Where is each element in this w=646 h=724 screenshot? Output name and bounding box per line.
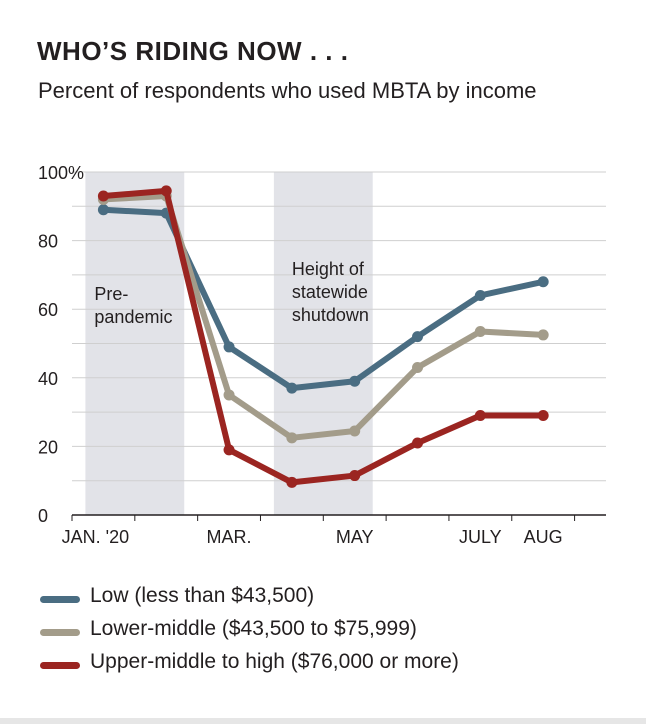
shaded-period-label: shutdown [292, 305, 369, 325]
data-point-s1-1 [97, 204, 109, 216]
shaded-period-label: pandemic [94, 307, 172, 327]
data-point-s1-7 [474, 289, 486, 301]
chart-subtitle: Percent of respondents who used MBTA by … [38, 78, 537, 103]
legend-label: Low (less than $43,500) [90, 584, 315, 607]
frame-bottom-border [0, 718, 646, 724]
data-point-s1-4 [286, 382, 298, 394]
x-tick-label: MAR. [207, 527, 252, 547]
shaded-period-label: Pre- [94, 284, 128, 304]
y-tick-label: 80 [38, 232, 58, 252]
legend-swatch [40, 629, 80, 636]
y-tick-label: 0 [38, 506, 48, 526]
series-line-3 [100, 187, 547, 486]
x-tick-label: MAY [336, 527, 374, 547]
x-tick-label: JAN. '20 [62, 527, 129, 547]
x-tick-label: JULY [459, 527, 502, 547]
line-chart: 100% 80 60 40 20 0 JAN. '20 MAR. MAY JULY AUG Pre-p… [38, 163, 606, 547]
data-point-s3-8 [537, 410, 549, 422]
legend-label: Upper-middle to high ($76,000 or more) [90, 650, 459, 673]
data-point-s3-5 [349, 470, 361, 482]
data-point-s1-8 [537, 276, 549, 288]
data-point-s3-1 [97, 190, 109, 202]
y-tick-label: 60 [38, 300, 58, 320]
data-point-s3-3 [223, 444, 235, 456]
data-point-s2-6 [412, 362, 424, 374]
data-point-s2-3 [223, 389, 235, 401]
data-point-s3-2 [160, 185, 172, 197]
data-point-s1-3 [223, 341, 235, 353]
x-tick-label: AUG [524, 527, 563, 547]
legend-label: Lower-middle ($43,500 to $75,999) [90, 617, 417, 640]
chart-title: WHO’S RIDING NOW . . . [37, 36, 349, 66]
data-point-s1-6 [412, 331, 424, 343]
data-point-s2-7 [474, 325, 486, 337]
shaded-period-label: Height of [292, 259, 365, 279]
data-point-s3-6 [412, 437, 424, 449]
y-tick-label: 20 [38, 437, 58, 457]
y-tick-label: 100% [38, 163, 84, 183]
data-point-s2-5 [349, 425, 361, 437]
data-point-s2-8 [537, 329, 549, 341]
legend-swatch [40, 662, 80, 669]
data-point-s1-5 [349, 375, 361, 387]
data-point-s2-4 [286, 432, 298, 444]
data-point-s3-4 [286, 476, 298, 488]
y-tick-label: 40 [38, 369, 58, 389]
shaded-period-label: statewide [292, 282, 368, 302]
data-point-s3-7 [474, 410, 486, 422]
legend-swatch [40, 596, 80, 603]
